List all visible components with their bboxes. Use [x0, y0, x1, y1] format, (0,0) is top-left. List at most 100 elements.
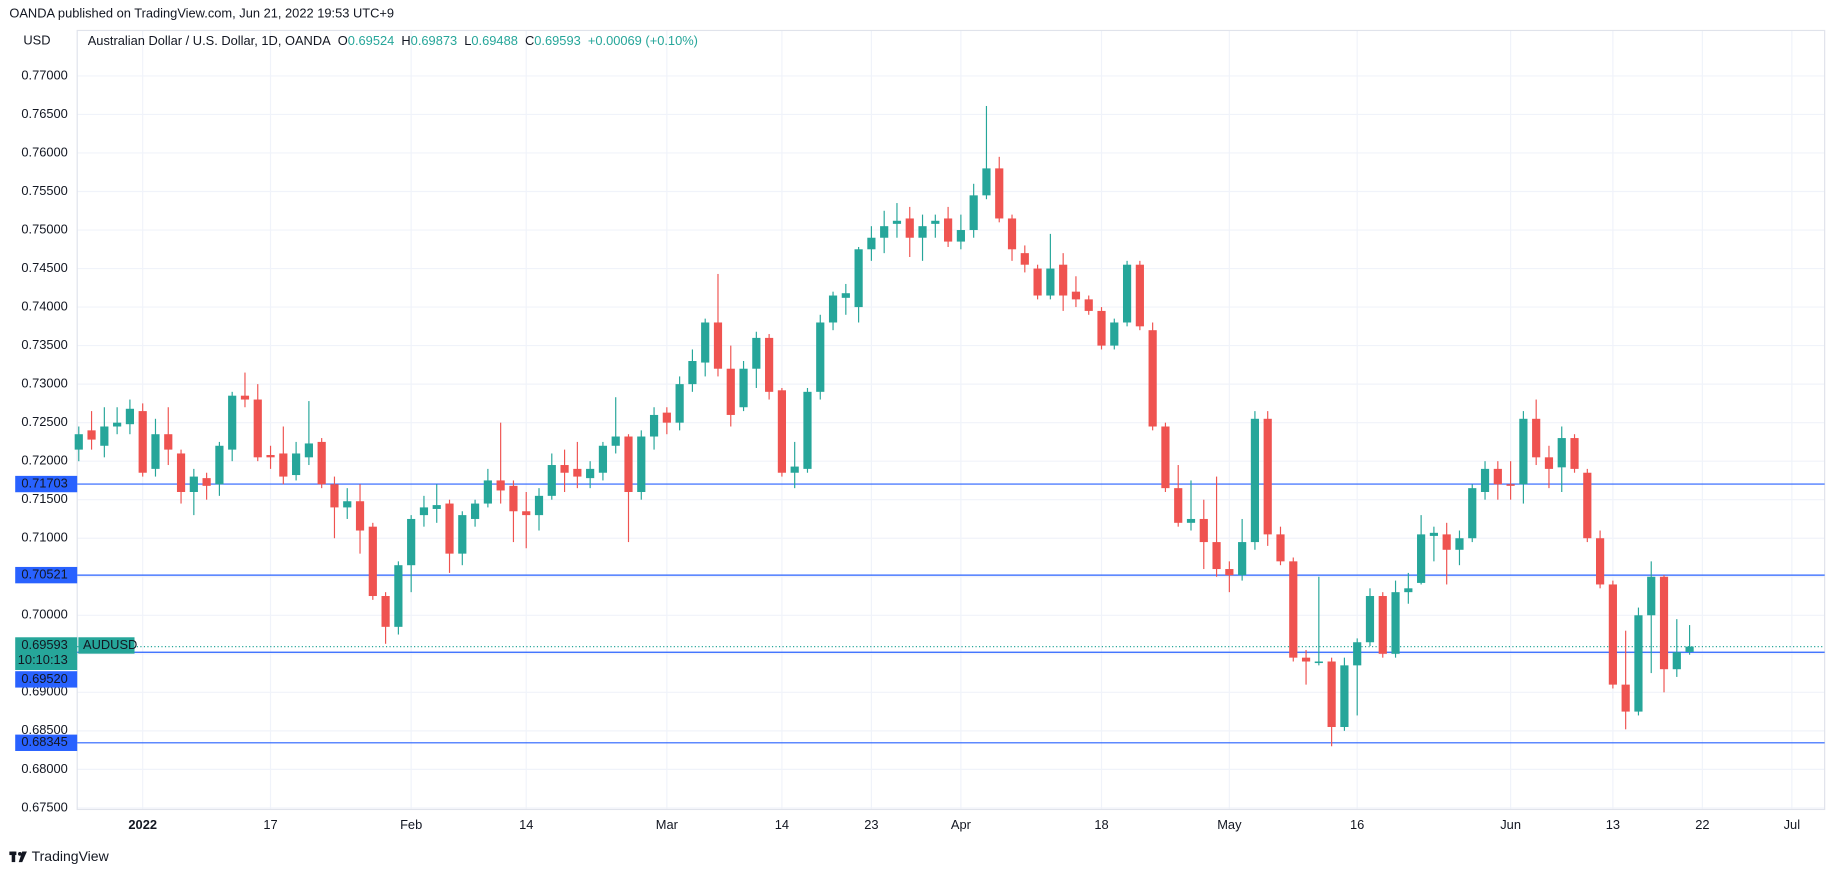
candle-body: [905, 218, 914, 238]
candle-body: [1455, 538, 1464, 550]
ohlc-label: O: [338, 34, 348, 49]
y-tick-label: 0.76000: [21, 144, 67, 159]
x-tick-label: 13: [1606, 817, 1620, 832]
candle-body: [739, 368, 748, 408]
level-label: 0.68345: [21, 734, 67, 749]
candle-body: [982, 168, 991, 196]
candle-body: [1033, 268, 1042, 296]
level-badge: [15, 475, 78, 493]
candle-body: [790, 466, 799, 473]
brand-logo: [9, 851, 27, 863]
y-tick-label: 0.72500: [21, 414, 67, 429]
candle-body: [1135, 264, 1144, 327]
candles: [74, 105, 1694, 747]
countdown: 10:10:13: [18, 652, 68, 667]
candle-body: [1263, 418, 1272, 535]
candle-body: [1301, 657, 1311, 662]
candle-body: [1442, 534, 1451, 550]
candle-body: [343, 501, 352, 508]
candle-body: [752, 337, 761, 369]
candle-body: [816, 322, 825, 392]
y-tick-label: 0.71500: [21, 491, 67, 506]
x-tick-label: 14: [519, 817, 533, 832]
candle-body: [662, 412, 671, 423]
candle-body: [573, 468, 582, 477]
candle-body: [1685, 646, 1694, 652]
candle-body: [1174, 488, 1183, 523]
level-badge: [15, 566, 78, 584]
currency: USD: [23, 32, 50, 47]
candle-body: [1532, 418, 1541, 458]
candle-body: [1314, 661, 1323, 664]
candle-body: [1429, 532, 1438, 536]
ohlc-value: 0.69524: [348, 34, 394, 49]
candle-body: [1046, 268, 1055, 296]
candle-body: [1250, 418, 1260, 543]
candle-body: [394, 565, 403, 627]
candle-body: [1672, 652, 1681, 670]
symbol-title: Australian Dollar / U.S. Dollar, 1D, OAN…: [88, 34, 331, 49]
candle-body: [87, 430, 96, 440]
candle-body: [496, 480, 505, 491]
candle-body: [355, 501, 365, 531]
brand: TradingView: [32, 848, 110, 864]
candle-body: [547, 465, 556, 496]
candle-body: [892, 220, 902, 224]
candle-body: [522, 511, 531, 516]
symbol-badge: [78, 637, 135, 654]
candle-body: [292, 453, 301, 476]
candle-body: [598, 445, 608, 473]
ohlc-label: C: [525, 34, 534, 49]
candle-body: [368, 526, 377, 597]
legend: Australian Dollar / U.S. Dollar, 1D, OAN…: [88, 34, 698, 49]
ohlc-value: 0.69873: [411, 34, 457, 49]
candle-body: [1608, 584, 1617, 685]
level-label: 0.70521: [21, 567, 67, 582]
candle-body: [1493, 468, 1502, 485]
candle-body: [304, 443, 313, 458]
x-tick-label: 16: [1350, 817, 1364, 832]
candle-body: [969, 195, 978, 231]
y-tick-label: 0.67500: [21, 799, 67, 814]
candle-body: [918, 226, 927, 238]
candle-body: [637, 436, 646, 492]
candle-body: [1110, 322, 1119, 346]
candle-body: [1238, 542, 1247, 576]
candle-body: [1378, 596, 1387, 654]
candle-body: [1225, 569, 1234, 576]
candle-body: [1659, 576, 1669, 670]
candle-body: [649, 414, 659, 437]
x-tick-label: 2022: [128, 817, 157, 832]
candle-body: [1186, 518, 1196, 523]
candle-body: [138, 411, 147, 473]
x-tick-label: Mar: [656, 817, 679, 832]
candle-body: [381, 596, 390, 627]
y-tick-label: 0.68500: [21, 722, 67, 737]
candle-body: [624, 436, 633, 492]
candle-body: [867, 237, 876, 250]
y-tick-label: 0.75500: [21, 183, 67, 198]
candle-body: [765, 337, 774, 392]
ohlc-value: 0.69593: [534, 34, 580, 49]
candle-body: [841, 293, 850, 298]
symbol-label: AUDUSD: [83, 637, 137, 652]
candle-body: [1647, 576, 1656, 616]
candle-body: [330, 484, 339, 508]
candle-body: [1417, 534, 1426, 583]
candle-body: [1480, 468, 1490, 492]
candle-body: [1212, 542, 1221, 570]
current-price-label: 0.69593: [21, 637, 67, 652]
candle-body: [1148, 330, 1157, 427]
candle-body: [125, 408, 135, 425]
level-label: 0.69520: [21, 671, 67, 686]
x-tick-label: Jul: [1784, 817, 1800, 832]
axis: 0.675000.680000.685000.690000.695000.700…: [21, 67, 1800, 832]
candle-body: [611, 436, 620, 446]
candle-body: [1084, 299, 1093, 311]
y-tick-label: 0.70000: [21, 607, 67, 622]
candle-body: [534, 495, 544, 516]
candle-body: [1468, 488, 1477, 539]
change: +0.00069 (+0.10%): [588, 34, 698, 49]
